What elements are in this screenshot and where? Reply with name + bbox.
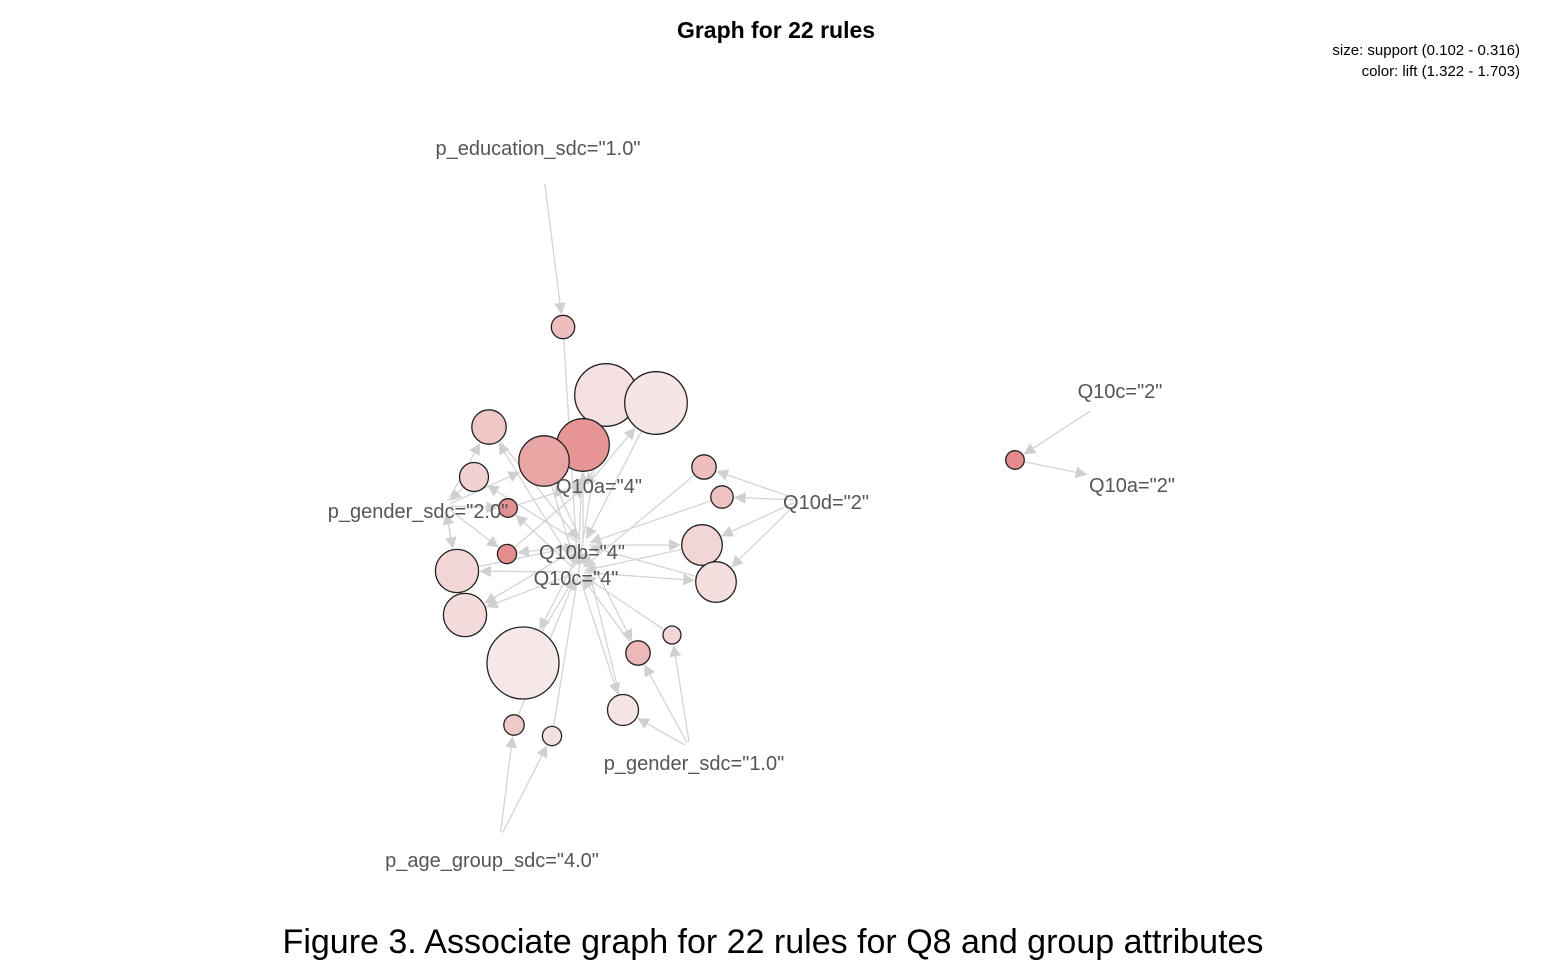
item-label-q10c4: Q10c="4" <box>534 568 619 590</box>
edge-q10c4-to-r20 <box>579 577 620 695</box>
rule-node-r13 <box>695 561 737 603</box>
item-label-gen2: p_gender_sdc="2.0" <box>328 501 508 523</box>
item-label-q10c2: Q10c="2" <box>1078 381 1163 403</box>
legend-color-text: color: lift (1.322 - 1.703) <box>1362 63 1520 80</box>
edge-r3-to-q10b4 <box>586 431 642 539</box>
graph-title: Graph for 22 rules <box>677 17 875 43</box>
edge-gen1-to-r18 <box>669 644 690 743</box>
edge-q10c2-to-r14 <box>1023 410 1091 455</box>
edge-r11-to-q10b4 <box>589 500 711 545</box>
graph-edges <box>442 183 1091 833</box>
rule-node-r20 <box>606 693 640 727</box>
edge-q10c4-to-r8 <box>515 514 575 569</box>
rule-node-r3 <box>624 371 688 435</box>
edge-q10c4-to-r6 <box>498 442 576 568</box>
rule-node-r15 <box>434 548 480 594</box>
rule-nodes <box>434 314 1025 747</box>
rule-node-r8 <box>498 498 518 518</box>
item-label-q10a2: Q10a="2" <box>1089 475 1175 497</box>
edge-q10b4-to-r17 <box>539 550 581 631</box>
edge-edu1-to-r1 <box>544 183 566 315</box>
edge-r12-to-q10c4 <box>584 548 682 574</box>
edge-r22-to-q10b4 <box>553 551 586 726</box>
edge-q10a4-to-r3 <box>593 427 636 478</box>
edge-r18-to-q10c4 <box>583 575 665 630</box>
item-label-q10a4: Q10a="4" <box>556 476 642 498</box>
edge-r7-to-gen2 <box>449 487 464 502</box>
rule-node-r1 <box>550 314 576 340</box>
rule-node-r10 <box>691 454 717 480</box>
rule-node-r18 <box>662 625 682 645</box>
legend-size-text: size: support (0.102 - 0.316) <box>1332 42 1520 59</box>
item-label-gen1: p_gender_sdc="1.0" <box>604 753 784 775</box>
edge-q10d2-to-r10 <box>716 469 795 499</box>
edge-r8-to-q10a4 <box>517 482 584 506</box>
edge-q10b4-to-r16 <box>484 547 579 604</box>
edge-q10b4-to-r19 <box>585 550 633 642</box>
edge-age4-to-r21 <box>500 735 518 833</box>
edge-gen2-to-r8 <box>450 501 498 514</box>
item-label-age4: p_age_group_sdc="4.0" <box>385 850 599 872</box>
edge-gen2-to-r9 <box>449 509 499 548</box>
rule-node-r19 <box>625 640 651 666</box>
rule-node-r22 <box>541 725 563 747</box>
edge-r19-to-q10c4 <box>582 577 631 643</box>
edge-gen1-to-r20 <box>637 718 686 746</box>
rule-node-r14 <box>1005 450 1025 470</box>
edge-r9-to-q10a4 <box>514 486 585 548</box>
edge-q10c4-to-r16 <box>486 573 573 609</box>
edge-r20-to-q10b4 <box>581 551 620 695</box>
edge-q10c4-to-r15 <box>479 565 573 578</box>
edge-gen1-to-r19 <box>644 664 688 744</box>
rule-node-r17 <box>486 626 560 700</box>
rule-node-r7 <box>458 461 490 493</box>
edge-q10d2-to-r12 <box>721 501 795 537</box>
edge-r15-to-q10b4 <box>478 542 577 568</box>
rule-node-r16 <box>442 592 488 638</box>
item-label-edu1: p_education_sdc="1.0" <box>436 138 641 160</box>
rule-node-r12 <box>681 524 723 566</box>
edge-age4-to-r22 <box>502 745 548 833</box>
rule-node-r6 <box>471 409 507 445</box>
rule-node-r11 <box>710 485 734 509</box>
rule-node-r21 <box>503 714 525 736</box>
item-label-q10b4: Q10b="4" <box>539 542 625 564</box>
edge-q10d2-to-r13 <box>731 503 797 568</box>
edge-r14-to-q10a2 <box>1024 461 1088 479</box>
rule-node-r9 <box>496 543 518 565</box>
edge-q10c4-to-r13 <box>583 571 695 586</box>
item-labels: p_education_sdc="1.0" Q10c="2" Q10a="4" Q10… <box>328 138 1175 872</box>
edge-q10b4-to-r7 <box>487 485 579 543</box>
item-label-q10d2: Q10d="2" <box>783 492 869 514</box>
rule-node-r4 <box>518 435 570 487</box>
edge-r6-to-q10b4 <box>499 440 579 540</box>
figure-caption: Figure 3. Associate graph for 22 rules f… <box>283 923 1264 961</box>
edge-q10d2-to-r11 <box>734 492 795 504</box>
edge-r13-to-q10b4 <box>589 544 696 577</box>
